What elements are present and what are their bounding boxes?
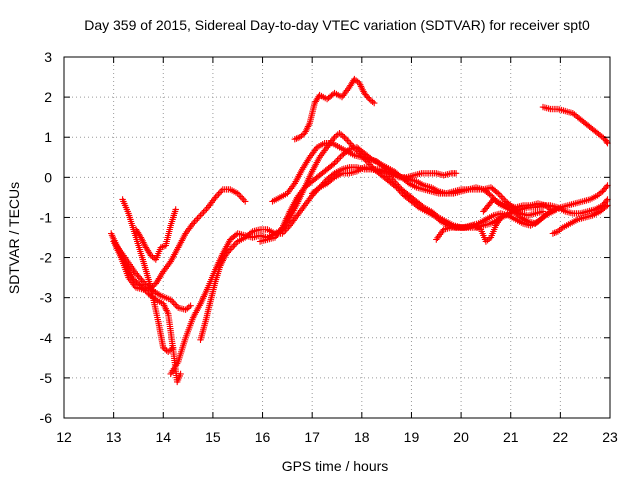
data-point-marker	[247, 229, 255, 236]
data-point-marker	[228, 244, 235, 252]
x-tick-labels: 12 13 14 15 16 17 18 19 20 21 22 23	[56, 429, 618, 445]
data-point-marker	[436, 217, 443, 224]
series-track-5	[110, 238, 194, 313]
data-point-marker	[329, 175, 337, 182]
data-point-marker	[486, 191, 493, 198]
x-tick-label: 21	[503, 429, 519, 445]
data-point-marker	[198, 210, 206, 217]
data-point-marker	[195, 213, 203, 221]
y-tick-label: 1	[44, 129, 52, 145]
plot-frame	[63, 56, 611, 419]
series-track-10	[291, 75, 378, 143]
data-point-marker	[143, 282, 151, 290]
y-tick-label: 2	[44, 89, 52, 105]
series-track-14	[549, 202, 611, 237]
data-point-marker	[242, 198, 249, 205]
data-point-marker	[342, 135, 350, 142]
data-point-marker	[498, 193, 505, 200]
y-tick-labels: -6 -5 -4 -3 -2 -1 0 1 2 3	[40, 49, 53, 426]
series-track-15	[539, 103, 611, 147]
data-point-marker	[225, 247, 233, 255]
y-tick-label: -2	[40, 250, 53, 266]
data-point-marker	[493, 189, 500, 196]
data-point-marker	[172, 206, 179, 213]
x-tick-label: 14	[155, 429, 171, 445]
data-point-marker	[177, 370, 184, 378]
data-point-marker	[539, 208, 547, 215]
y-tick-label: 0	[44, 169, 52, 185]
data-point-marker	[547, 206, 554, 213]
x-axis-label: GPS time / hours	[282, 458, 389, 474]
data-point-marker	[334, 156, 341, 164]
data-point-marker	[216, 189, 224, 196]
chart-title: Day 359 of 2015, Sidereal Day-to-day VTE…	[84, 17, 590, 33]
data-point-marker	[134, 272, 141, 279]
series-track-12	[433, 214, 504, 245]
data-point-marker	[516, 209, 523, 216]
y-tick-label: -3	[40, 290, 53, 306]
data-point-marker	[391, 183, 399, 190]
x-tick-label: 19	[404, 429, 420, 445]
data-point-marker	[371, 99, 378, 107]
data-point-marker	[141, 279, 148, 287]
data-point-marker	[197, 212, 204, 219]
x-tick-label: 20	[453, 429, 469, 445]
data-point-marker	[364, 94, 372, 101]
axis-ticks	[63, 56, 611, 419]
data-point-marker	[215, 191, 222, 198]
data-point-marker	[337, 153, 344, 161]
data-point-marker	[187, 302, 194, 309]
data-point-marker	[602, 203, 610, 210]
data-point-marker	[170, 299, 177, 307]
series-track-6	[167, 164, 611, 378]
data-point-marker	[496, 191, 503, 199]
x-tick-label: 13	[106, 429, 122, 445]
data-point-marker	[239, 195, 246, 202]
data-point-marker	[414, 203, 421, 210]
y-tick-label: -5	[40, 370, 53, 386]
data-point-marker	[314, 185, 322, 192]
data-point-marker	[218, 187, 225, 195]
series-track-13	[480, 196, 554, 215]
series-track-4	[132, 206, 179, 263]
x-tick-label: 22	[553, 429, 569, 445]
data-point-marker	[136, 275, 144, 282]
y-axis-label: SDTVAR / TECUs	[6, 182, 22, 294]
data-point-marker	[151, 295, 158, 302]
grid-lines	[64, 57, 610, 418]
x-tick-label: 17	[304, 429, 320, 445]
data-point-marker	[329, 161, 337, 168]
y-tick-label: -1	[40, 209, 53, 225]
data-point-marker	[172, 301, 179, 308]
data-point-marker	[345, 138, 353, 146]
x-tick-label: 23	[602, 429, 618, 445]
data-point-marker	[497, 214, 504, 221]
data-point-marker	[237, 193, 244, 200]
data-series	[108, 75, 611, 386]
data-point-marker	[344, 137, 351, 144]
x-tick-label: 16	[255, 429, 271, 445]
data-point-marker	[332, 158, 340, 165]
data-point-marker	[335, 155, 343, 162]
data-point-marker	[201, 207, 209, 214]
y-tick-label: 3	[44, 49, 52, 65]
x-tick-label: 18	[354, 429, 370, 445]
data-point-marker	[603, 183, 610, 191]
data-point-marker	[603, 197, 610, 205]
series-track-11	[309, 164, 547, 219]
data-point-marker	[603, 138, 610, 146]
y-tick-label: -4	[40, 330, 53, 346]
data-point-marker	[231, 241, 238, 248]
data-point-marker	[240, 196, 247, 203]
data-point-marker	[200, 209, 207, 216]
x-tick-label: 12	[56, 429, 72, 445]
x-tick-label: 15	[205, 429, 221, 445]
data-point-marker	[452, 170, 460, 177]
data-point-marker	[230, 243, 237, 250]
y-tick-label: -6	[40, 410, 53, 426]
series-track-1	[119, 196, 177, 355]
